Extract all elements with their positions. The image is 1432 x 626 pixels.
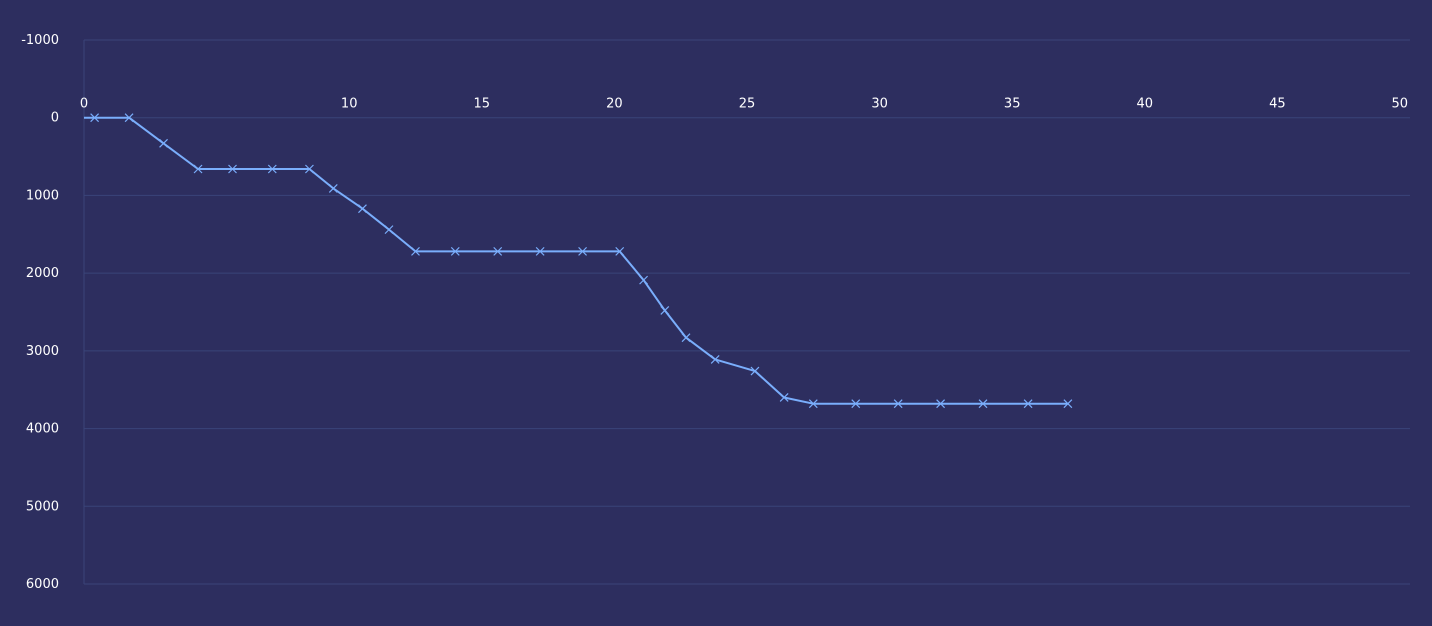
y-tick-label: 0	[51, 111, 59, 126]
data-point-marker	[411, 246, 420, 256]
x-axis-tick-labels: 0 10 15 20 25 30 35 40 45 50	[80, 97, 1408, 112]
marker-stroke	[1023, 399, 1033, 409]
data-point-marker	[808, 399, 818, 409]
x-tick-label: 45	[1269, 97, 1286, 112]
y-tick-label: 1000	[26, 188, 59, 203]
marker-stroke	[493, 246, 503, 256]
marker-stroke	[1063, 399, 1073, 409]
marker-stroke	[304, 164, 314, 174]
marker-stroke	[358, 204, 367, 214]
marker-stroke	[411, 246, 420, 256]
y-tick-label: 2000	[26, 266, 59, 281]
marker-stroke	[936, 399, 946, 409]
data-point-marker	[493, 246, 503, 256]
marker-stroke	[779, 393, 789, 402]
marker-stroke	[578, 246, 588, 256]
data-point-marker	[639, 275, 648, 285]
data-point-marker	[450, 246, 460, 256]
marker-stroke	[450, 246, 460, 256]
marker-stroke	[535, 246, 545, 256]
data-point-marker	[851, 399, 861, 409]
data-point-marker	[267, 164, 277, 174]
data-point-marker	[124, 113, 134, 123]
marker-stroke	[328, 184, 338, 193]
data-point-marker	[304, 164, 314, 174]
x-tick-label: 0	[80, 97, 88, 112]
data-point-marker	[660, 306, 670, 315]
marker-stroke	[124, 113, 134, 123]
marker-stroke	[750, 366, 760, 376]
x-tick-label: 25	[739, 97, 756, 112]
marker-stroke	[90, 113, 100, 123]
data-point-marker	[710, 354, 720, 364]
marker-stroke	[384, 225, 394, 235]
data-point-marker	[193, 164, 203, 174]
marker-stroke	[639, 275, 648, 285]
marker-stroke	[660, 306, 670, 315]
marker-stroke	[808, 399, 818, 409]
data-point-marker	[779, 393, 789, 402]
data-point-marker	[893, 399, 903, 409]
marker-stroke	[615, 246, 625, 256]
x-tick-label: 35	[1004, 97, 1021, 112]
y-tick-label: 4000	[26, 422, 59, 437]
data-point-marker	[750, 366, 760, 376]
data-point-marker	[90, 113, 100, 123]
data-point-marker	[978, 399, 988, 409]
y-tick-label: 5000	[26, 499, 59, 514]
x-tick-label: 15	[474, 97, 491, 112]
series-group	[83, 113, 1073, 409]
marker-stroke	[978, 399, 988, 409]
marker-stroke	[159, 138, 168, 148]
data-point-marker	[384, 225, 394, 235]
data-point-marker	[358, 204, 367, 214]
marker-stroke	[193, 164, 203, 174]
data-point-marker	[578, 246, 588, 256]
x-tick-label: 50	[1391, 97, 1408, 112]
data-point-marker	[681, 333, 691, 343]
series-line	[83, 116, 1068, 405]
data-point-marker	[1063, 399, 1073, 409]
data-point-marker	[228, 164, 237, 174]
data-point-marker	[615, 246, 625, 256]
marker-stroke	[267, 164, 277, 174]
data-point-marker	[328, 184, 338, 193]
marker-stroke	[851, 399, 861, 409]
marker-stroke	[710, 354, 720, 364]
y-tick-label: 3000	[26, 344, 59, 359]
y-tick-label: -1000	[21, 33, 59, 48]
data-point-marker	[936, 399, 946, 409]
x-tick-label: 30	[871, 97, 888, 112]
data-point-marker	[159, 138, 168, 148]
marker-stroke	[228, 164, 237, 174]
data-point-marker	[535, 246, 545, 256]
y-tick-label: 6000	[26, 577, 59, 592]
grid-lines	[83, 39, 1410, 585]
marker-stroke	[681, 333, 691, 343]
x-tick-label: 10	[341, 97, 358, 112]
marker-stroke	[893, 399, 903, 409]
x-tick-label: 20	[606, 97, 623, 112]
x-tick-label: 40	[1137, 97, 1154, 112]
data-point-marker	[1023, 399, 1033, 409]
y-axis-tick-labels: -1000 0 1000 2000 3000 4000 5000 6000	[21, 33, 59, 592]
